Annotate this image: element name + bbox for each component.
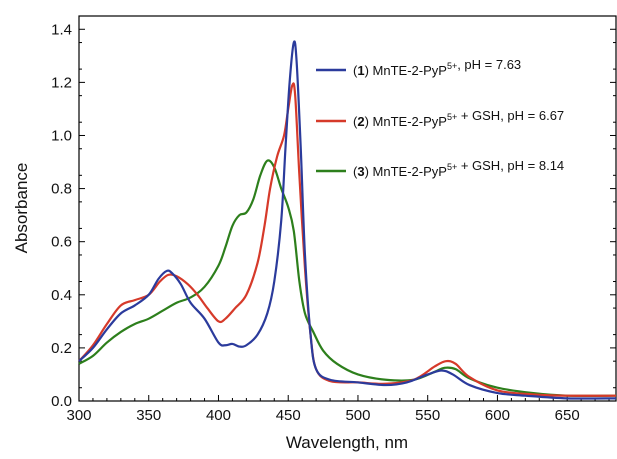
y-axis: 0.0 0.2 0.4 0.6 0.8 1.0 1.2 1.4 — [51, 21, 616, 410]
y-tick-label: 0.0 — [51, 393, 72, 410]
series-layer — [78, 40, 617, 400]
plot-frame — [78, 15, 617, 402]
y-tick-label: 0.6 — [51, 234, 72, 251]
legend-label-1: (1) MnTE-2-PyP5+, pH = 7.63 — [353, 57, 521, 78]
legend: (1) MnTE-2-PyP5+, pH = 7.63 (2) MnTE-2-Py… — [316, 57, 564, 179]
x-tick-label: 600 — [485, 407, 510, 424]
y-tick-label: 0.4 — [51, 287, 72, 304]
x-tick-label: 450 — [276, 407, 301, 424]
legend-label-3: (3) MnTE-2-PyP5+ + GSH, pH = 8.14 — [353, 158, 564, 179]
y-tick-label: 1.4 — [51, 21, 72, 38]
y-tick-label: 0.8 — [51, 181, 72, 198]
y-tick-label: 1.0 — [51, 127, 72, 144]
x-axis-title: Wavelength, nm — [286, 433, 408, 452]
legend-label-2: (2) MnTE-2-PyP5+ + GSH, pH = 6.67 — [353, 108, 564, 129]
series-line-2 — [78, 82, 617, 397]
x-tick-label: 500 — [345, 407, 370, 424]
y-tick-label: 1.2 — [51, 74, 72, 91]
x-tick-label: 300 — [66, 407, 91, 424]
series-line-3 — [78, 159, 617, 397]
x-tick-label: 650 — [555, 407, 580, 424]
series-line-1 — [78, 40, 617, 400]
x-tick-label: 350 — [136, 407, 161, 424]
x-tick-label: 550 — [415, 407, 440, 424]
y-tick-label: 0.2 — [51, 340, 72, 357]
x-tick-label: 400 — [206, 407, 231, 424]
y-axis-title: Absorbance — [12, 163, 31, 254]
x-axis: 300 350 400 450 500 550 600 650 — [66, 395, 610, 424]
